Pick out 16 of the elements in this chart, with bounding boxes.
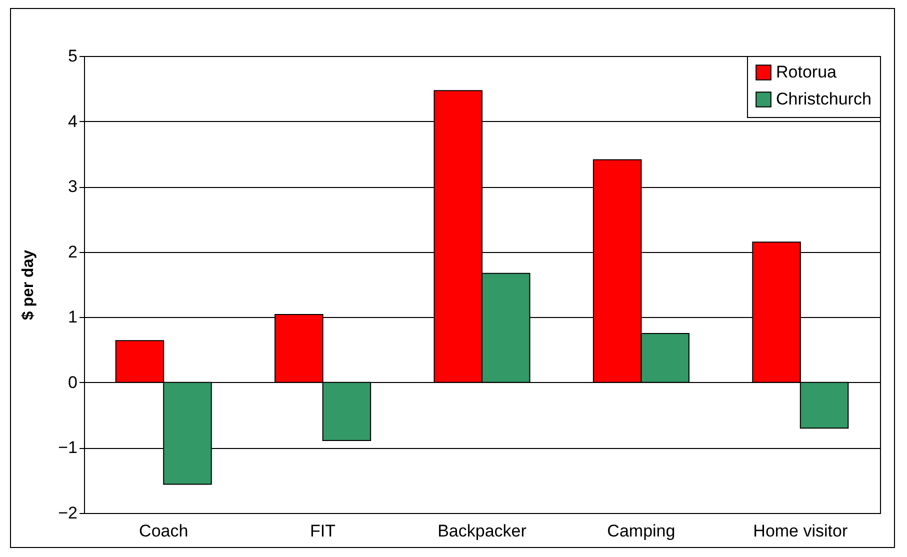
y-tick-label: 2 bbox=[68, 242, 78, 262]
x-tick-label: Coach bbox=[139, 522, 188, 540]
legend-label: Christchurch bbox=[776, 90, 872, 108]
x-tick-label: Camping bbox=[607, 522, 676, 540]
y-tick-label: −2 bbox=[58, 504, 78, 522]
x-tick-label: Home visitor bbox=[753, 522, 848, 540]
y-tick-label: 1 bbox=[68, 308, 78, 327]
x-tick-label: FIT bbox=[310, 522, 336, 540]
y-tick-label: 0 bbox=[68, 372, 78, 392]
legend-label: Rotorua bbox=[776, 62, 838, 82]
y-tick-label: −1 bbox=[58, 438, 78, 458]
y-axis-title: $ per day bbox=[20, 250, 38, 320]
y-tick-label: 3 bbox=[68, 177, 78, 196]
y-tick-label: 5 bbox=[68, 46, 78, 66]
x-tick-label: Backpacker bbox=[438, 522, 527, 540]
y-tick-label: 4 bbox=[68, 112, 78, 131]
